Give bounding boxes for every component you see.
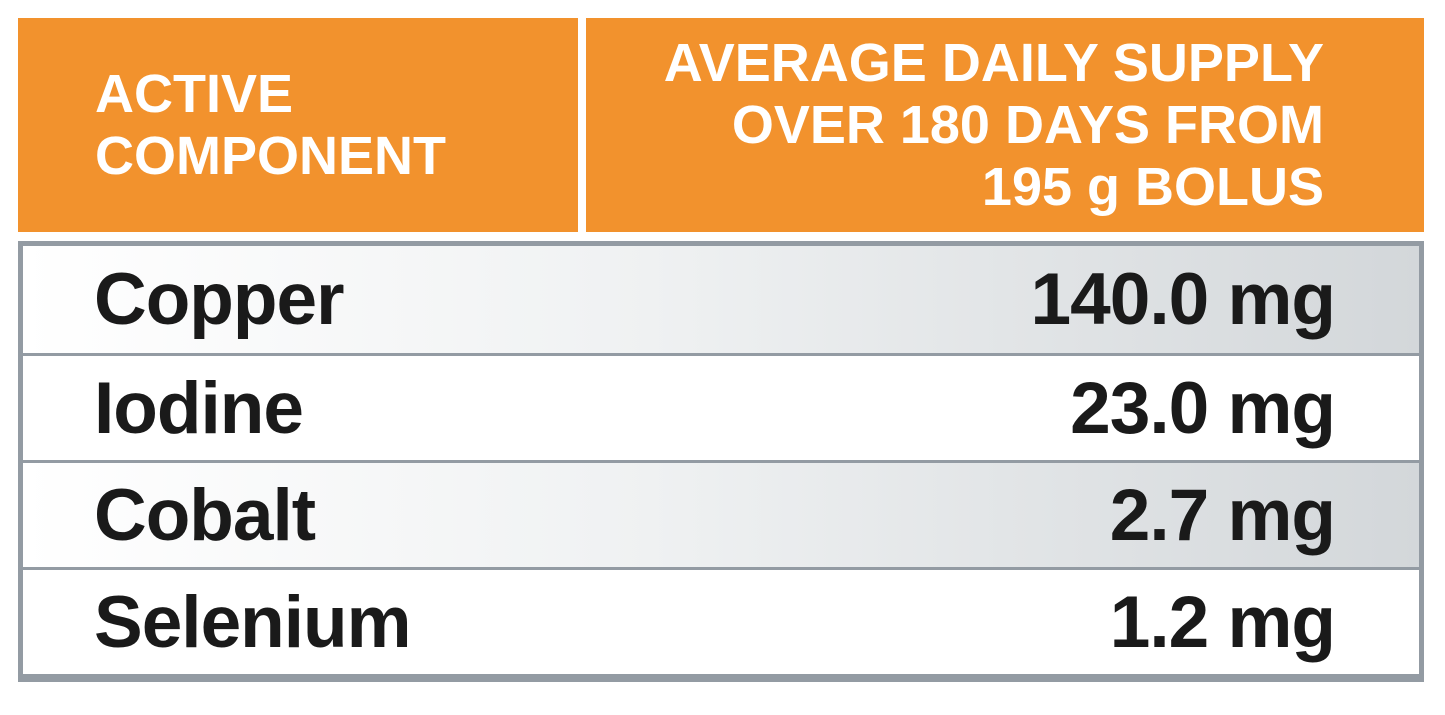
component-name: Copper	[94, 259, 344, 340]
header-line: ACTIVE	[95, 64, 294, 124]
component-name: Cobalt	[94, 474, 316, 556]
table-row-selenium: Selenium 1.2 mg	[23, 567, 1419, 674]
component-name: Iodine	[94, 367, 304, 449]
column-header-average-daily-supply: AVERAGE DAILY SUPPLY OVER 180 DAYS FROM …	[586, 18, 1424, 232]
component-value: 23.0 mg	[1070, 367, 1336, 449]
header-line: COMPONENT	[95, 126, 446, 186]
table-row-iodine: Iodine 23.0 mg	[23, 353, 1419, 460]
header-line: AVERAGE DAILY SUPPLY	[663, 33, 1324, 93]
component-value: 1.2 mg	[1109, 581, 1336, 663]
column-header-active-component: ACTIVE COMPONENT	[18, 18, 578, 232]
table-row-cobalt: Cobalt 2.7 mg	[23, 460, 1419, 567]
table-body: Copper 140.0 mg Iodine 23.0 mg Cobalt 2.…	[18, 241, 1424, 682]
header-line: OVER 180 DAYS FROM	[731, 95, 1324, 155]
header-line: 195 g BOLUS	[981, 157, 1324, 217]
table-header: ACTIVE COMPONENT AVERAGE DAILY SUPPLY OV…	[18, 18, 1424, 232]
component-name: Selenium	[94, 581, 412, 663]
component-value: 140.0 mg	[1030, 259, 1336, 340]
component-value: 2.7 mg	[1109, 474, 1336, 556]
table-row-copper: Copper 140.0 mg	[23, 246, 1419, 353]
